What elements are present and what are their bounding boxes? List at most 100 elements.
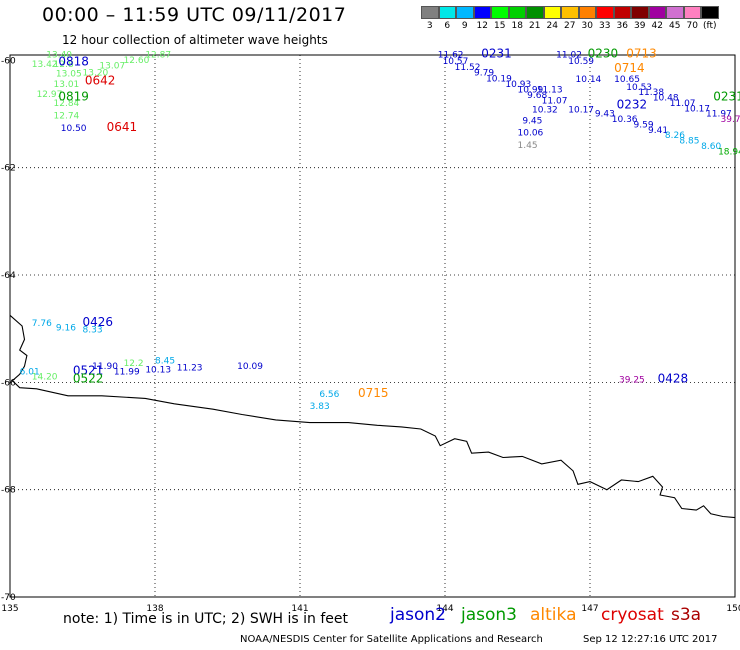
wave-height-label: 10.99 (518, 86, 544, 96)
color-scale-tick: 21 (529, 21, 541, 31)
wave-height-label: 13.20 (83, 68, 109, 78)
coastline (9, 314, 736, 519)
lat-tick-label: -60 (1, 56, 16, 66)
color-scale-tick: 15 (494, 21, 506, 31)
wave-height-label: 10.59 (568, 57, 594, 67)
color-swatch (613, 6, 631, 19)
color-scale-tick: 24 (546, 21, 558, 31)
lat-tick-label: -62 (1, 164, 16, 174)
pass-time-label: 0818 (58, 55, 89, 69)
wave-height-label: 10.57 (443, 57, 469, 67)
pass-time-label: 0714 (614, 61, 645, 75)
satellite-legend-item: altika (530, 605, 577, 625)
wave-height-label: 9.43 (595, 110, 615, 120)
color-swatch (508, 6, 526, 19)
pass-time-label: 0428 (658, 371, 689, 385)
wave-height-label: 11.52 (455, 63, 481, 73)
pass-time-label: 0713 (626, 47, 657, 61)
color-scale-tick: 42 (651, 21, 663, 31)
color-swatch (421, 6, 439, 19)
color-scale-bar (421, 6, 719, 19)
color-swatch (526, 6, 544, 19)
pass-time-label: 0642 (85, 74, 116, 88)
color-swatch (648, 6, 666, 19)
color-swatch (578, 6, 596, 19)
lon-tick-label: 144 (436, 604, 453, 614)
wave-height-label: 10.48 (653, 94, 679, 104)
wave-height-label: 7.76 (32, 319, 52, 329)
wave-height-label: 12.84 (54, 99, 80, 109)
color-scale-ticks: 3 6 9 12 15 18 21 24 27 30 33 36 39 42 45 70 (ft) (421, 21, 740, 33)
wave-height-label: 11.90 (92, 362, 118, 372)
color-scale-tick: 3 (426, 21, 433, 31)
wave-height-label: 10.19 (486, 74, 512, 84)
color-scale-tick: 12 (476, 21, 488, 31)
wave-height-label: 10.50 (61, 124, 87, 134)
color-scale-tick: 33 (599, 21, 611, 31)
lon-tick-label: 150 (726, 604, 740, 614)
color-swatch (666, 6, 684, 19)
wave-height-label: 13.42 (32, 60, 58, 70)
wave-height-label: 6.56 (319, 390, 339, 400)
pass-time-label: 0230 (588, 47, 619, 61)
wave-height-label: 11.62 (438, 51, 464, 61)
color-swatch (701, 6, 719, 19)
satellite-legend-item: s3a (671, 605, 702, 625)
map-title: 00:00 – 11:59 UTC 09/11/2017 (42, 4, 347, 26)
pass-time-label: 0231 (713, 90, 740, 104)
wave-height-label: 39.25 (619, 375, 645, 385)
wave-height-label: 18.94 (718, 147, 740, 157)
lat-tick-label: -68 (1, 486, 16, 496)
color-scale-tick: 30 (581, 21, 593, 31)
wave-height-label: 11.13 (537, 86, 563, 96)
lon-tick-label: 138 (146, 604, 163, 614)
color-scale-tick: 45 (669, 21, 681, 31)
wave-height-label: 8.45 (155, 357, 175, 367)
pass-time-label: 0641 (107, 120, 138, 134)
wave-height-label: 10.06 (518, 128, 544, 138)
satellite-legend-item: jason2 (390, 605, 446, 625)
pass-time-label: 0521 (73, 363, 104, 377)
wave-height-label: 11.07 (670, 99, 696, 109)
map-frame (9, 54, 736, 598)
color-swatch (473, 6, 491, 19)
color-swatch (491, 6, 509, 19)
wave-height-label: 9.79 (474, 68, 494, 78)
wave-height-label: 10.32 (532, 105, 558, 115)
wave-height-label: 8.85 (679, 137, 699, 147)
wave-height-label: 12.97 (37, 90, 63, 100)
pass-time-label: 0522 (73, 371, 104, 385)
color-swatch (561, 6, 579, 19)
wave-height-label: 12.60 (124, 56, 150, 66)
wave-height-label: 11.23 (177, 364, 203, 374)
lon-tick-label: 135 (1, 604, 18, 614)
wave-height-label: 9.41 (648, 126, 668, 136)
pass-time-label: 0819 (58, 90, 89, 104)
wave-height-label: 10.53 (626, 83, 652, 93)
wave-height-label: 12.8 (54, 60, 74, 70)
color-scale-tick: 36 (616, 21, 628, 31)
color-swatch (631, 6, 649, 19)
lon-tick-label: 147 (581, 604, 598, 614)
wave-height-label: 11.38 (638, 88, 664, 98)
color-swatch (438, 6, 456, 19)
wave-height-label: 11.97 (706, 110, 732, 120)
pass-time-label: 0715 (358, 386, 389, 400)
generated-timestamp: Sep 12 12:27:16 UTC 2017 (583, 634, 718, 645)
map-subtitle: 12 hour collection of altimeter wave hei… (62, 33, 328, 47)
wave-height-label: 13.07 (99, 61, 125, 71)
wave-height-label: 9.68 (527, 91, 547, 101)
wave-height-label: 3.83 (310, 402, 330, 412)
wave-height-label: 10.09 (237, 362, 263, 372)
wave-height-label: 12.74 (54, 111, 80, 121)
wave-height-label: 10.17 (568, 105, 594, 115)
wave-height-label: 11.02 (556, 51, 582, 61)
wave-height-label: 9.59 (634, 120, 654, 130)
wave-height-label: 10.13 (145, 366, 171, 376)
wave-height-label: 13.40 (46, 51, 72, 61)
satellite-legend-item: cryosat (601, 605, 664, 625)
color-scale-tick: 27 (564, 21, 576, 31)
color-scale-tick: 6 (444, 21, 451, 31)
satellite-legend-item: jason3 (461, 605, 517, 625)
